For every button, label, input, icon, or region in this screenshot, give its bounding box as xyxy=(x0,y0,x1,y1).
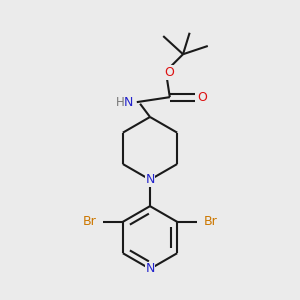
Text: O: O xyxy=(164,66,174,79)
Text: N: N xyxy=(124,96,133,109)
Text: Br: Br xyxy=(204,215,217,228)
Text: O: O xyxy=(197,91,207,104)
Text: H: H xyxy=(116,96,125,109)
Text: N: N xyxy=(145,262,155,275)
Text: Br: Br xyxy=(83,215,96,228)
Text: N: N xyxy=(145,173,155,186)
